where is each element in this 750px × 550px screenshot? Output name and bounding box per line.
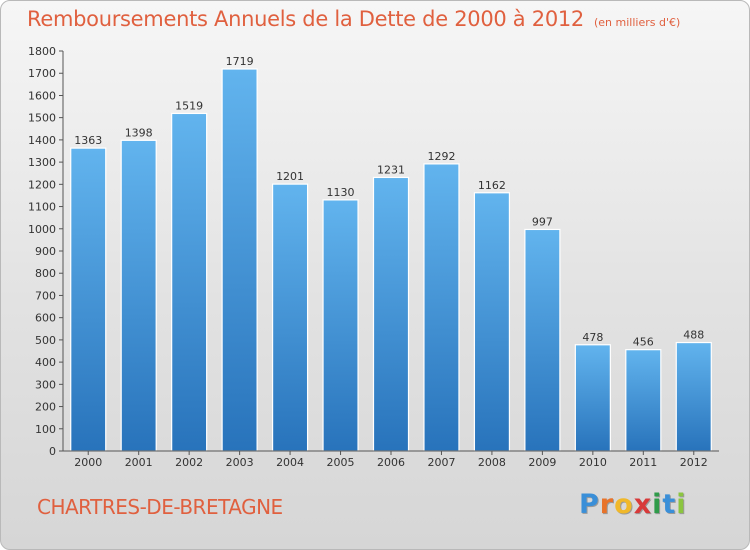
y-tick-label: 0 bbox=[49, 445, 56, 458]
y-tick-label: 700 bbox=[35, 289, 56, 302]
bar-2012 bbox=[675, 341, 712, 452]
y-tick-label: 1000 bbox=[28, 223, 56, 236]
y-tick-label: 1600 bbox=[28, 89, 56, 102]
y-tick-label: 300 bbox=[35, 378, 56, 391]
x-tick-label: 2011 bbox=[629, 456, 657, 469]
bar-2003 bbox=[221, 68, 258, 452]
bar-2007 bbox=[423, 163, 460, 452]
y-tick-label: 1300 bbox=[28, 156, 56, 169]
bar-2010 bbox=[574, 344, 611, 452]
bar-value-label: 1398 bbox=[125, 126, 153, 139]
x-tick-label: 2000 bbox=[74, 456, 102, 469]
logo-letter: i bbox=[652, 489, 663, 520]
bar-2008 bbox=[473, 192, 511, 452]
y-tick-label: 1700 bbox=[28, 67, 56, 80]
y-tick-label: 100 bbox=[35, 423, 56, 436]
bar-2006 bbox=[372, 176, 410, 452]
bar-2000 bbox=[70, 147, 107, 452]
x-tick-label: 2007 bbox=[427, 456, 455, 469]
y-tick-label: 1800 bbox=[28, 45, 56, 58]
bar-2011 bbox=[625, 349, 662, 452]
logo-letter: P bbox=[579, 489, 600, 520]
bar-value-label: 1162 bbox=[478, 179, 506, 192]
bar-2001 bbox=[120, 139, 157, 452]
y-tick-label: 1200 bbox=[28, 178, 56, 191]
bar-value-label: 997 bbox=[532, 215, 553, 228]
chart-title: Remboursements Annuels de la Dette de 20… bbox=[27, 7, 680, 31]
bar-2004 bbox=[271, 183, 309, 452]
bar-value-label: 1292 bbox=[427, 150, 455, 163]
bar-value-label: 1201 bbox=[276, 170, 304, 183]
x-tick-label: 2001 bbox=[125, 456, 153, 469]
x-tick-label: 2002 bbox=[175, 456, 203, 469]
y-tick-label: 800 bbox=[35, 267, 56, 280]
bar-2009 bbox=[524, 228, 561, 452]
logo-letter: r bbox=[599, 489, 615, 520]
bar-value-label: 478 bbox=[582, 331, 603, 344]
logo-letter: t bbox=[662, 489, 677, 520]
y-tick-label: 1100 bbox=[28, 201, 56, 214]
bar-value-label: 456 bbox=[633, 336, 654, 349]
logo-letter: x bbox=[633, 489, 653, 520]
y-tick-label: 500 bbox=[35, 334, 56, 347]
y-tick-label: 900 bbox=[35, 245, 56, 258]
bar-2005 bbox=[322, 199, 359, 452]
bar-value-label: 1719 bbox=[226, 55, 254, 68]
y-tick-label: 200 bbox=[35, 401, 56, 414]
x-tick-label: 2003 bbox=[226, 456, 254, 469]
bar-value-label: 1231 bbox=[377, 163, 405, 176]
bar-value-label: 488 bbox=[683, 329, 704, 342]
y-tick-label: 600 bbox=[35, 312, 56, 325]
bar-value-label: 1363 bbox=[74, 134, 102, 147]
proxiti-logo: Proxiti bbox=[579, 489, 687, 520]
y-tick-label: 400 bbox=[35, 356, 56, 369]
logo-letter: o bbox=[614, 489, 634, 520]
bar-value-label: 1130 bbox=[327, 186, 355, 199]
bar-2002 bbox=[171, 112, 208, 452]
x-tick-label: 2006 bbox=[377, 456, 405, 469]
x-tick-label: 2008 bbox=[478, 456, 506, 469]
city-name: CHARTRES-DE-BRETAGNE bbox=[37, 495, 283, 519]
x-tick-label: 2009 bbox=[528, 456, 556, 469]
x-tick-label: 2012 bbox=[680, 456, 708, 469]
chart-title-text: Remboursements Annuels de la Dette de 20… bbox=[27, 7, 584, 31]
x-tick-label: 2005 bbox=[327, 456, 355, 469]
x-tick-label: 2004 bbox=[276, 456, 304, 469]
y-tick-label: 1500 bbox=[28, 112, 56, 125]
chart-subtitle: (en milliers d'€) bbox=[594, 16, 681, 29]
logo-letter: i bbox=[676, 489, 687, 520]
bar-value-label: 1519 bbox=[175, 99, 203, 112]
y-tick-label: 1400 bbox=[28, 134, 56, 147]
x-tick-label: 2010 bbox=[579, 456, 607, 469]
